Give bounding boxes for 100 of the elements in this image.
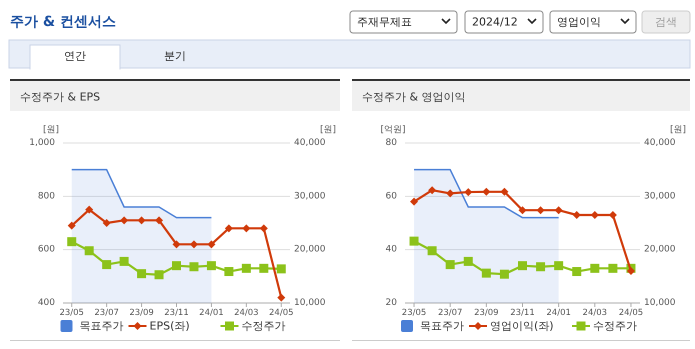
text: 주재무제표 <box>357 16 412 28</box>
text: 검색 <box>655 16 677 28</box>
point <box>500 188 508 196</box>
point <box>259 264 268 273</box>
point <box>242 224 250 232</box>
point <box>608 264 618 273</box>
y2-axis-title: [원] <box>670 125 686 135</box>
point <box>482 188 490 196</box>
y2-tick-label: 10,000 <box>294 298 326 308</box>
point <box>224 267 234 276</box>
point <box>428 246 437 256</box>
legend-label: 영업이익(좌) <box>490 320 554 332</box>
y2-tick-label: 20,000 <box>294 244 326 255</box>
x-tick-label: 23/11 <box>164 308 189 318</box>
point <box>102 219 111 227</box>
x-tick-label: 23/11 <box>510 308 535 318</box>
point <box>206 261 216 270</box>
x-tick-label: 23/09 <box>129 308 154 318</box>
y2-tick-label: 20,000 <box>644 244 676 255</box>
point <box>482 268 491 278</box>
x-tick-label: 24/01 <box>546 308 571 318</box>
point <box>518 206 526 214</box>
point <box>85 206 94 214</box>
x-tick-label: 23/05 <box>59 308 84 318</box>
y-axis-title: [억원] <box>380 125 406 135</box>
point <box>260 224 268 232</box>
point <box>608 211 617 219</box>
point <box>67 237 76 246</box>
point <box>464 256 473 266</box>
y2-axis-title: [원] <box>320 125 336 135</box>
point <box>536 206 545 214</box>
x-tick-label: 24/03 <box>582 308 608 318</box>
point <box>446 189 454 198</box>
y2-tick-label: 40,000 <box>644 138 676 148</box>
point <box>518 261 527 270</box>
text: 영업이익 <box>557 16 601 28</box>
x-tick-label: 23/05 <box>402 308 426 318</box>
y2-tick-label: 30,000 <box>294 191 326 202</box>
point <box>207 240 216 248</box>
point <box>410 198 418 206</box>
point <box>189 262 198 272</box>
y-tick-label: 40 <box>386 244 398 255</box>
point <box>572 267 582 276</box>
point <box>102 260 112 270</box>
text: 연간 <box>64 50 86 62</box>
legend-label: 목표주가 <box>80 320 124 332</box>
legend-label: EPS(좌) <box>150 320 190 332</box>
point <box>276 264 286 274</box>
point <box>155 216 164 224</box>
text: 2024/12 <box>472 16 518 28</box>
x-tick-label: 23/09 <box>474 308 499 318</box>
y-tick-label: 800 <box>38 191 56 202</box>
point <box>572 211 581 219</box>
x-tick-label: 24/05 <box>618 308 644 318</box>
point <box>224 224 233 232</box>
point <box>138 216 146 224</box>
y-tick-label: 80 <box>386 138 398 148</box>
point <box>410 236 419 246</box>
point <box>172 240 180 248</box>
point <box>464 188 472 196</box>
point <box>154 270 164 280</box>
point <box>536 262 546 272</box>
point <box>68 222 76 230</box>
point <box>500 270 509 279</box>
point <box>554 206 563 214</box>
y-tick-label: 20 <box>386 298 398 308</box>
x-tick-label: 24/01 <box>199 308 224 318</box>
chart-title: 수정주가 & EPS <box>20 90 100 104</box>
point <box>120 256 129 266</box>
point <box>590 264 600 273</box>
x-tick-label: 24/03 <box>234 308 259 318</box>
y-axis-title: [원] <box>42 125 60 135</box>
x-tick-label: 23/07 <box>438 308 462 318</box>
y-tick-label: 1,000 <box>29 138 56 148</box>
legend-label: 수정주가 <box>242 320 286 332</box>
point <box>428 186 436 194</box>
point <box>554 261 564 270</box>
y-tick-label: 400 <box>38 298 56 308</box>
point <box>84 246 94 256</box>
x-tick-label: 24/05 <box>269 308 294 318</box>
y2-tick-label: 30,000 <box>644 191 676 202</box>
point <box>590 211 599 219</box>
point <box>190 240 198 248</box>
point <box>446 260 455 270</box>
point <box>172 261 181 270</box>
text: 주가 & 컨센서스 <box>10 14 116 30</box>
point <box>242 264 251 273</box>
chart-title: 수정주가 & 영업이익 <box>362 90 466 104</box>
point <box>277 294 286 302</box>
y2-tick-label: 40,000 <box>294 138 326 148</box>
point <box>626 267 635 275</box>
legend-label: 목표주가 <box>420 320 464 332</box>
point <box>120 216 128 224</box>
point <box>137 269 146 278</box>
legend-label: 수정주가 <box>593 320 637 332</box>
text: 분기 <box>164 50 186 62</box>
y-tick-label: 60 <box>386 191 398 202</box>
x-tick-label: 23/07 <box>94 308 119 318</box>
y-tick-label: 600 <box>38 244 56 255</box>
y2-tick-label: 10,000 <box>644 298 676 308</box>
